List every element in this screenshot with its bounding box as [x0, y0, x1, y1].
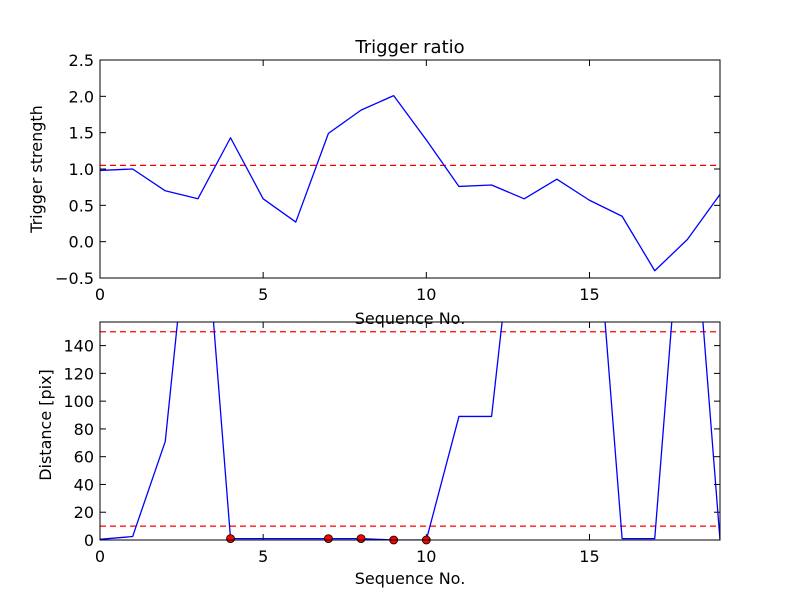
trigger-ratio-ytick-label: 1.5 [69, 124, 94, 143]
distance-marker [324, 534, 333, 544]
distance-ytick-label: 80 [74, 420, 94, 439]
distance-ticks: 0 5 10 15 0 20 40 60 80 100 120 140 [63, 322, 720, 566]
distance-ytick-label: 100 [63, 392, 94, 411]
trigger-ratio-ticks: 0 5 10 15 −0.5 0.0 0.5 1.0 1.5 2.0 2.5 [55, 51, 720, 304]
trigger-ratio-ylabel: Trigger strength [27, 105, 46, 234]
distance-line [100, 322, 720, 540]
trigger-ratio-ytick-label: 2.0 [69, 87, 94, 106]
trigger-ratio-xlabel: Sequence No. [355, 309, 466, 328]
distance-threshold-lines [100, 331, 720, 527]
distance-ylabel: Distance [pix] [36, 369, 55, 481]
distance-subplot: Distance [pix] Sequence No. 0 5 10 15 0 20 40 6… [36, 321, 721, 588]
trigger-ratio-xtick-label: 10 [416, 285, 436, 304]
trigger-ratio-series [100, 94, 720, 272]
distance-frame [99, 321, 721, 541]
distance-ytick-label: 60 [74, 448, 94, 467]
distance-xlabel: Sequence No. [355, 569, 466, 588]
trigger-ratio-xtick-label: 5 [258, 285, 268, 304]
distance-marker [226, 534, 235, 544]
distance-xtick-label: 0 [95, 547, 105, 566]
distance-series [100, 322, 720, 540]
trigger-ratio-ytick-label: 0.5 [69, 196, 94, 215]
trigger-ratio-ytick-label: 0.0 [69, 233, 94, 252]
distance-ytick-label: 40 [74, 475, 94, 494]
trigger-ratio-ytick-label: −0.5 [55, 269, 94, 288]
distance-ytick-label: 20 [74, 503, 94, 522]
distance-ytick-label: 0 [84, 531, 94, 550]
trigger-ratio-subplot: Trigger ratio Trigger strength Sequence … [27, 37, 721, 328]
trigger-ratio-line [100, 94, 720, 272]
trigger-ratio-xtick-label: 0 [95, 285, 105, 304]
trigger-ratio-title: Trigger ratio [354, 37, 464, 58]
distance-ytick-label: 140 [63, 337, 94, 356]
trigger-ratio-frame [99, 59, 721, 279]
distance-ytick-label: 120 [63, 364, 94, 383]
trigger-ratio-xtick-label: 15 [579, 285, 599, 304]
distance-xtick-label: 5 [258, 547, 268, 566]
trigger-ratio-ytick-label: 1.0 [69, 160, 94, 179]
distance-xtick-label: 10 [416, 547, 436, 566]
distance-xtick-label: 15 [579, 547, 599, 566]
distance-marker [356, 534, 366, 544]
trigger-ratio-ytick-label: 2.5 [69, 51, 94, 70]
